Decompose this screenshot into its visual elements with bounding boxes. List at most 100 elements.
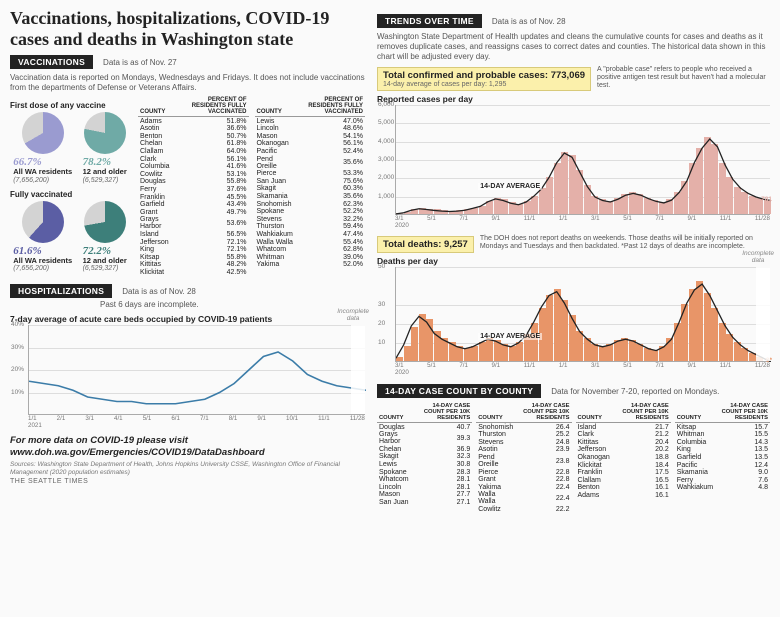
credit: THE SEATTLE TIMES: [10, 478, 365, 485]
cases-chart: 1,0002,0003,0004,0005,0006,00014-DAY AVE…: [377, 105, 770, 229]
table-row: Wahkiakum4.8: [675, 484, 770, 492]
table-row: Whitman15.5: [675, 431, 770, 439]
table-row: Columbia14.3: [675, 439, 770, 447]
table-row: Skagit60.3%: [255, 185, 366, 193]
pie-item: 78.2%12 and older(6,529,327): [83, 112, 127, 183]
table-row: Lincoln48.6%: [255, 125, 366, 133]
pie-column: First dose of any vaccine 66.7%All WA re…: [10, 97, 130, 276]
table-row: Snohomish26.4: [476, 423, 571, 431]
table-row: Pend Oreille35.6%: [255, 155, 366, 170]
table-row: Chelan36.9: [377, 446, 472, 454]
table-row: Mason27.7: [377, 491, 472, 499]
table-row: Benton50.7%: [138, 133, 249, 141]
county-col: COUNTY14-DAY CASE COUNT PER 10K RESIDENT…: [675, 404, 770, 492]
table-row: Whitman39.0%: [255, 253, 366, 261]
table-row: Wahkiakum47.4%: [255, 231, 366, 239]
trends-date: Data is as of Nov. 28: [492, 17, 566, 26]
table-row: Douglas40.7: [377, 423, 472, 431]
table-row: Benton16.1: [576, 484, 671, 492]
table-row: Snohomish62.3%: [255, 200, 366, 208]
first-dose-head: First dose of any vaccine: [10, 101, 130, 110]
table-row: Clallam64.0%: [138, 148, 249, 156]
trends-intro: Washington State Department of Health up…: [377, 32, 770, 62]
table-row: San Juan75.6%: [255, 178, 366, 186]
pie-item: 61.6%All WA residents(7,656,200): [13, 201, 72, 272]
table-row: Chelan61.8%: [138, 140, 249, 148]
table-row: Skamania9.0: [675, 469, 770, 477]
table-row: Lincoln28.1: [377, 484, 472, 492]
hosp-chart-title: 7-day average of acute care beds occupie…: [10, 314, 365, 324]
table-row: Clark56.1%: [138, 155, 249, 163]
table-row: Columbia41.6%: [138, 163, 249, 171]
table-row: Ferry7.6: [675, 477, 770, 485]
county-col: COUNTY14-DAY CASE COUNT PER 10K RESIDENT…: [576, 404, 671, 499]
table-row: Jefferson72.1%: [138, 238, 249, 246]
table-row: Thurston59.4%: [255, 223, 366, 231]
table-row: King72.1%: [138, 246, 249, 254]
table-row: Walla Walla22.4: [476, 491, 571, 506]
table-row: Lewis30.8: [377, 461, 472, 469]
table-row: Garfield43.4%: [138, 201, 249, 209]
table-row: Pacific12.4: [675, 461, 770, 469]
trends-tag: TRENDS OVER TIME: [377, 14, 482, 28]
vaccinations-date: Data is as of Nov. 27: [103, 58, 177, 67]
table-row: Pacific52.4%: [255, 148, 366, 156]
table-row: Klickitat42.5%: [138, 269, 249, 277]
table-row: Skagit32.3: [377, 453, 472, 461]
deaths-chart: 1020305014-DAY AVERAGE0*Incompletedata3/…: [377, 267, 770, 376]
table-row: Stevens32.2%: [255, 216, 366, 224]
table-row: Whatcom62.8%: [255, 246, 366, 254]
probable-note: A "probable case" refers to people who r…: [597, 66, 770, 90]
table-row: Grant22.8: [476, 476, 571, 484]
table-row: Jefferson20.2: [576, 446, 671, 454]
footer-link: For more data on COVID-19 please visit w…: [10, 435, 365, 458]
table-row: Grays Harbor39.3: [377, 431, 472, 446]
table-row: Stevens24.8: [476, 439, 571, 447]
county-col: COUNTY14-DAY CASE COUNT PER 10K RESIDENT…: [476, 404, 571, 513]
table-row: Franklin45.5%: [138, 193, 249, 201]
deaths-chart-title: Deaths per day: [377, 256, 770, 266]
table-row: Kittitas48.2%: [138, 261, 249, 269]
pie-item: 66.7%All WA residents(7,656,200): [13, 112, 72, 183]
vax-table-col: COUNTYPERCENT OF RESIDENTS FULLY VACCINA…: [138, 97, 249, 276]
table-row: Island56.5%: [138, 231, 249, 239]
table-row: Clark21.2: [576, 431, 671, 439]
table-row: Spokane52.2%: [255, 208, 366, 216]
table-row: Clallam16.5: [576, 477, 671, 485]
headline: Vaccinations, hospitalizations, COVID-19…: [10, 8, 365, 49]
vaccinations-tag: VACCINATIONS: [10, 55, 93, 69]
vaccinations-intro: Vaccination data is reported on Mondays,…: [10, 73, 365, 93]
table-row: Grant49.7%: [138, 209, 249, 217]
table-row: San Juan27.1: [377, 499, 472, 507]
deaths-total-box: Total deaths: 9,257: [377, 236, 474, 253]
table-row: Thurston25.2: [476, 431, 571, 439]
table-row: Island21.7: [576, 423, 671, 431]
county14-tag: 14-DAY CASE COUNT BY COUNTY: [377, 384, 541, 398]
table-row: Douglas55.8%: [138, 178, 249, 186]
table-row: Kitsap15.7: [675, 423, 770, 431]
table-row: Cowlitz22.2: [476, 506, 571, 514]
table-row: King13.5: [675, 446, 770, 454]
table-row: Kitsap55.8%: [138, 253, 249, 261]
pie-item: 72.2%12 and older(6,529,327): [83, 201, 127, 272]
table-row: Pierce22.8: [476, 468, 571, 476]
hospitalizations-date: Data is as of Nov. 28: [122, 287, 196, 296]
table-row: Walla Walla55.4%: [255, 238, 366, 246]
table-row: Adams51.8%: [138, 117, 249, 125]
table-row: Klickitat18.4: [576, 461, 671, 469]
cases-chart-title: Reported cases per day: [377, 94, 770, 104]
table-row: Pierce53.3%: [255, 170, 366, 178]
table-row: Yakima22.4: [476, 484, 571, 492]
hospitalizations-bar: HOSPITALIZATIONS Data is as of Nov. 28: [10, 284, 365, 298]
vax-county-table: COUNTYPERCENT OF RESIDENTS FULLY VACCINA…: [138, 97, 365, 276]
vax-table-col: COUNTYPERCENT OF RESIDENTS FULLY VACCINA…: [255, 97, 366, 268]
table-row: Ferry37.6%: [138, 186, 249, 194]
table-row: Okanogan18.8: [576, 454, 671, 462]
cases-total-box: Total confirmed and probable cases: 773,…: [377, 67, 591, 91]
hospitalizations-tag: HOSPITALIZATIONS: [10, 284, 112, 298]
table-row: Lewis47.0%: [255, 117, 366, 125]
table-row: Grays Harbor53.6%: [138, 216, 249, 231]
table-row: Okanogan56.1%: [255, 140, 366, 148]
table-row: Whatcom28.1: [377, 476, 472, 484]
table-row: Pend Oreille23.8: [476, 454, 571, 469]
